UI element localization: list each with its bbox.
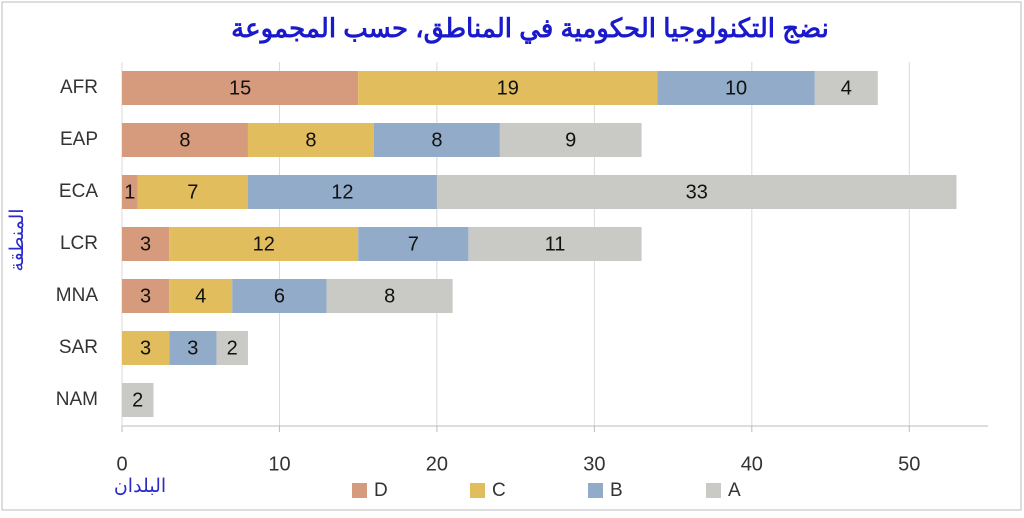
bar-segment xyxy=(122,331,170,365)
bar-segment xyxy=(137,175,248,209)
data-label: 8 xyxy=(431,129,442,151)
data-label: 4 xyxy=(841,77,852,99)
legend-label: B xyxy=(610,480,623,501)
data-label: 8 xyxy=(179,129,190,151)
x-tick-label: 40 xyxy=(741,453,763,475)
x-tick-label: 50 xyxy=(898,453,920,475)
bars xyxy=(122,71,957,417)
bar-segment xyxy=(468,227,642,261)
bar-segment xyxy=(122,175,138,209)
data-label: 12 xyxy=(331,181,353,203)
bar-segment xyxy=(169,279,233,313)
y-tick-label: LCR xyxy=(60,233,98,254)
data-label: 10 xyxy=(725,77,747,99)
bar-segment xyxy=(216,331,248,365)
bar-segment xyxy=(232,279,327,313)
bar-segment xyxy=(169,331,217,365)
legend-swatch xyxy=(470,483,485,498)
bar-segment xyxy=(358,227,469,261)
data-label: 11 xyxy=(545,233,566,255)
bar-segment xyxy=(122,123,248,157)
bar-segment xyxy=(436,175,957,209)
data-label: 3 xyxy=(140,337,151,359)
data-label: 19 xyxy=(497,77,519,99)
x-axis-label: البلدان xyxy=(114,476,166,497)
y-axis-label: المنطقة xyxy=(7,208,28,271)
y-tick-label: AFR xyxy=(60,77,98,98)
data-label: 7 xyxy=(408,233,419,255)
legend-label: D xyxy=(374,480,388,501)
bar-segment xyxy=(122,279,170,313)
bar-segment xyxy=(499,123,642,157)
bar-segment xyxy=(247,175,437,209)
legend-swatch xyxy=(352,483,367,498)
bar-segment xyxy=(169,227,359,261)
data-label: 9 xyxy=(565,129,576,151)
data-label: 8 xyxy=(384,285,395,307)
y-tick-label: NAM xyxy=(56,389,98,410)
legend-label: C xyxy=(492,480,506,501)
data-label: 15 xyxy=(229,77,251,99)
y-tick-label: MNA xyxy=(56,285,99,306)
y-tick-label: EAP xyxy=(60,129,98,150)
x-tick-label: 10 xyxy=(268,453,290,475)
data-label: 3 xyxy=(140,285,151,307)
legend-swatch xyxy=(588,483,603,498)
bar-segment xyxy=(122,383,154,417)
data-label: 7 xyxy=(187,181,198,203)
data-label: 2 xyxy=(227,337,238,359)
data-label: 12 xyxy=(253,233,275,255)
x-tick-label: 20 xyxy=(426,453,448,475)
bar-segment xyxy=(814,71,878,105)
bar-segment xyxy=(122,227,170,261)
data-label: 3 xyxy=(187,337,198,359)
bar-segment xyxy=(373,123,500,157)
grid: 0 10 20 30 40 50 xyxy=(116,62,988,475)
bar-segment xyxy=(247,123,374,157)
legend-label: A xyxy=(728,480,741,501)
y-tick-label: ECA xyxy=(59,181,98,202)
data-label: 6 xyxy=(274,285,285,307)
y-tick-label: SAR xyxy=(59,337,98,358)
data-label: 8 xyxy=(305,129,316,151)
x-tick-label: 30 xyxy=(583,453,605,475)
data-label: 3 xyxy=(140,233,151,255)
bar-segment xyxy=(122,71,359,105)
data-label: 1 xyxy=(124,181,135,203)
x-tick-label: 0 xyxy=(116,453,127,475)
data-label: 33 xyxy=(686,181,708,203)
data-label: 4 xyxy=(195,285,206,307)
bar-segment xyxy=(657,71,815,105)
data-label: 2 xyxy=(132,389,143,411)
bar-segment xyxy=(358,71,658,105)
bar-segment xyxy=(326,279,453,313)
chart-title: نضج التكنولوجيا الحكومية في المناطق، حسب… xyxy=(231,13,829,44)
legend-swatch xyxy=(706,483,721,498)
